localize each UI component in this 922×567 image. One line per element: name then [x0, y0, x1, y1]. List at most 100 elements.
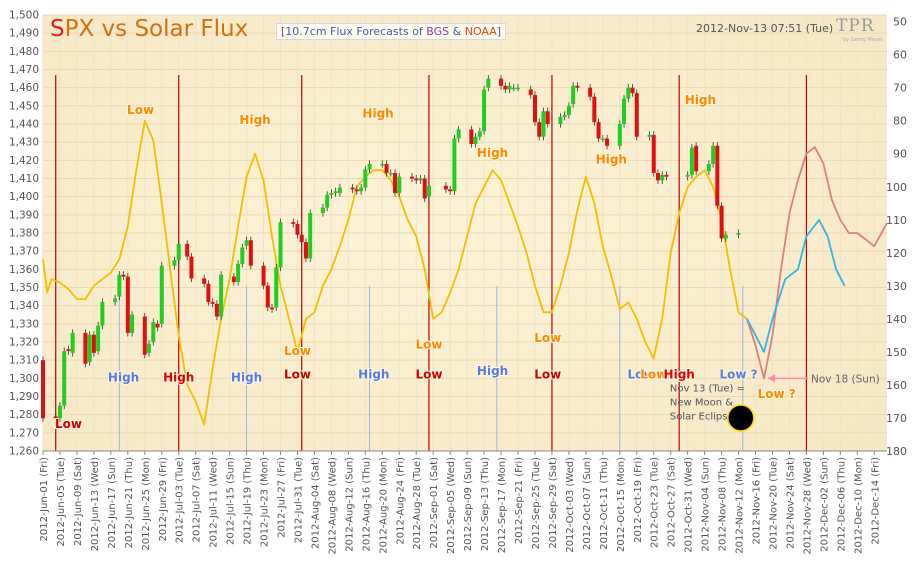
eclipse-note-line: Solar Eclipse — [670, 412, 734, 423]
spx-candle — [66, 349, 71, 352]
x-tick-label: 2012-Oct-07 (Sun) — [582, 457, 593, 550]
spx-candle — [384, 163, 389, 174]
spx-candle — [626, 87, 631, 99]
spx-candle — [333, 191, 338, 194]
spx-candle — [706, 163, 711, 172]
annotation-label: Low — [415, 367, 442, 381]
chart-subtitle: [10.7cm Flux Forecasts of BGS & NOAA] — [276, 23, 507, 40]
x-tick-label: 2012-Nov-28 (Wed) — [802, 457, 813, 555]
y-left-tick-label: 1,320 — [9, 337, 39, 349]
spx-candle — [651, 134, 656, 174]
y-left-tick-label: 1,440 — [9, 119, 39, 131]
x-tick-label: 2012-Dec-02 (Sun) — [819, 457, 830, 552]
annotation-label: Low — [640, 367, 667, 381]
x-tick-label: 2012-Aug-28 (Tue) — [412, 457, 423, 550]
annotation-label: High — [358, 367, 389, 381]
spx-candle — [236, 263, 241, 283]
annotation-label: High — [362, 106, 393, 120]
spx-candle — [41, 360, 45, 419]
spx-candle — [545, 111, 550, 124]
y-left-tick-label: 1,350 — [9, 282, 39, 294]
spx-candle — [575, 85, 580, 88]
annotation-label: Low — [415, 338, 442, 352]
spx-candle — [142, 316, 147, 355]
y-right-tick-label: 180 — [886, 445, 907, 458]
annotation-label: High — [163, 371, 194, 385]
spx-candle — [443, 185, 448, 190]
flux-series — [42, 119, 888, 426]
spx-candle — [397, 176, 402, 194]
bgs-forecast-line — [746, 146, 888, 380]
spx-candle — [214, 303, 219, 317]
spx-candle — [685, 174, 690, 177]
spx-candle — [689, 147, 694, 175]
spx-candle — [426, 185, 431, 197]
x-tick-label: 2012-Sep-05 (Wed) — [446, 457, 457, 554]
y-left-tick-label: 1,380 — [9, 228, 39, 240]
spx-candle — [532, 94, 537, 123]
spx-candle — [325, 194, 330, 208]
spx-candle — [270, 307, 275, 310]
y-left-tick-label: 1,310 — [9, 355, 39, 367]
x-tick-label: 2012-Oct-11 (Thu) — [599, 457, 610, 550]
y-left-tick-label: 1,400 — [9, 191, 39, 203]
annotation-label: High — [477, 146, 508, 160]
y-left-tick-label: 1,260 — [9, 446, 39, 458]
spx-candle — [117, 274, 122, 297]
x-tick-label: 2012-Jun-01 (Fri) — [39, 457, 50, 542]
spx-candle — [231, 276, 236, 283]
x-tick-label: 2012-Jul-15 (Sun) — [226, 457, 237, 545]
y-right-tick-label: 60 — [893, 49, 907, 62]
spx-candle — [499, 78, 504, 86]
spx-candle — [96, 325, 101, 352]
y-right-tick-label: 160 — [886, 379, 907, 392]
x-tick-label: 2012-Jul-23 (Mon) — [260, 457, 271, 547]
spx-candle — [91, 334, 96, 353]
y-right-tick-label: 80 — [893, 115, 907, 128]
spx-candle — [592, 96, 597, 123]
spx-candle — [736, 233, 741, 235]
spx-candle — [350, 187, 355, 190]
x-tick-label: 2012-Nov-08 (Thu) — [718, 457, 729, 552]
spx-candle — [278, 222, 283, 268]
spx-candle — [113, 298, 118, 303]
spx-candle — [482, 89, 487, 132]
spx-candle — [363, 169, 368, 188]
spx-candle — [337, 187, 342, 194]
y-right-tick-label: 130 — [886, 280, 907, 293]
y-left-tick-label: 1,490 — [9, 28, 39, 40]
spx-candle — [320, 207, 325, 214]
spx-candle — [558, 116, 563, 124]
x-tick-label: 2012-Sep-25 (Tue) — [531, 457, 542, 549]
annotation-label: Low ? — [758, 387, 796, 401]
spx-candle — [240, 247, 245, 264]
timestamp: 2012-Nov-13 07:51 (Tue) — [696, 22, 834, 35]
x-tick-label: 2012-Jul-27 (Fri) — [277, 457, 288, 538]
spx-candles — [41, 74, 741, 422]
eclipse-note-line: New Moon & — [670, 398, 733, 409]
spx-candle — [516, 87, 521, 90]
eclipse-marker — [727, 404, 755, 432]
annotation-label: Low — [127, 103, 154, 117]
spx-candle — [121, 274, 126, 277]
spx-candle — [130, 314, 135, 333]
spx-candle — [528, 89, 533, 95]
spx-candle — [172, 260, 177, 266]
x-tick-label: 2012-Dec-14 (Fri) — [870, 457, 881, 545]
y-left-tick-label: 1,270 — [9, 427, 39, 439]
spx-candle — [511, 87, 516, 90]
spx-candle — [660, 174, 665, 181]
spx-candle — [711, 145, 716, 164]
x-tick-label: 2012-Oct-15 (Mon) — [616, 457, 627, 552]
y-left-tick-label: 1,360 — [9, 264, 39, 276]
spx-candle — [617, 124, 622, 146]
annotation-label: Low — [534, 367, 561, 381]
spx-candle — [566, 105, 571, 115]
spx-candle — [291, 222, 296, 224]
x-tick-label: 2012-Aug-20 (Mon) — [378, 457, 389, 554]
y-left-tick-label: 1,460 — [9, 82, 39, 94]
y-left-tick-label: 1,410 — [9, 173, 39, 185]
y-left-tick-label: 1,450 — [9, 100, 39, 112]
y-left-tick-label: 1,290 — [9, 391, 39, 403]
